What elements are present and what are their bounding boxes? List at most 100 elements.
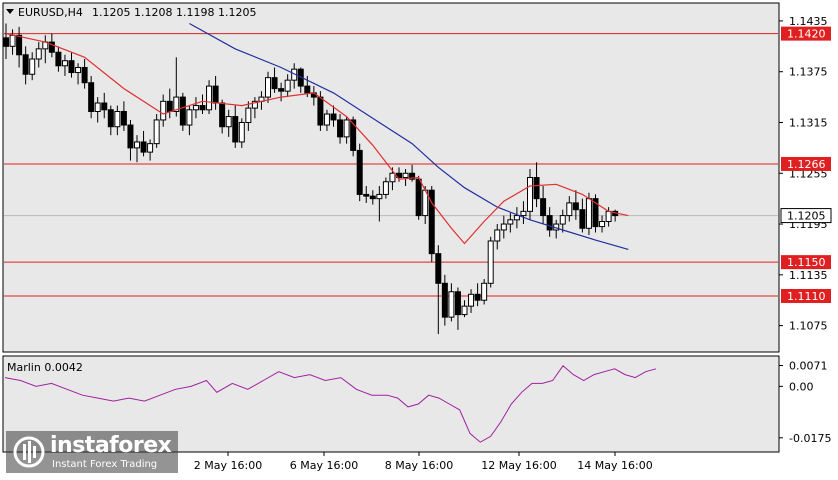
candle-body (481, 282, 488, 301)
current-price-label: 1.1205 (787, 210, 826, 223)
candle (566, 196, 573, 222)
level-price-label: 1.1110 (787, 290, 826, 303)
candle (592, 194, 599, 233)
candle-body (199, 105, 206, 111)
candle-body (376, 193, 383, 200)
candle (579, 198, 586, 233)
candle-body (48, 41, 55, 53)
candle (513, 207, 520, 229)
candle-body (120, 110, 127, 126)
brand-tagline: Instant Forex Trading (52, 459, 158, 470)
candle-body (232, 116, 239, 143)
candle (435, 245, 442, 335)
time-tick-label: 14 May 16:00 (577, 459, 652, 472)
candle-body (173, 96, 180, 112)
candle (68, 52, 75, 78)
candle (507, 213, 514, 233)
time-tick-label: 2 May 16:00 (194, 459, 262, 472)
candle (461, 300, 468, 318)
candle (382, 177, 389, 199)
candle-body (225, 116, 232, 128)
candle (179, 92, 186, 131)
price-tick-label: 1.1135 (789, 269, 828, 282)
dropdown-arrow-icon[interactable] (6, 9, 14, 14)
candle (81, 59, 88, 89)
candle-body (35, 48, 42, 60)
candle-body (134, 141, 140, 149)
chart-ohlc-readout: 1.1205 1.1208 1.1198 1.1205 (92, 6, 256, 19)
candle-body (487, 240, 494, 284)
candle (232, 105, 239, 148)
candle (225, 109, 232, 137)
candle (140, 130, 147, 157)
candle-body (265, 77, 271, 98)
candle-body (68, 60, 75, 74)
candle (265, 71, 271, 104)
time-tick-label: 12 May 16:00 (481, 459, 556, 472)
candle (107, 105, 114, 136)
candle (61, 54, 68, 76)
candle-body (9, 34, 16, 47)
candle-body (402, 172, 409, 179)
candle-body (540, 198, 547, 217)
candle-body (579, 209, 586, 229)
candle-body (572, 202, 579, 211)
price-tick-label: 1.1435 (789, 15, 828, 28)
fast-ma-line (5, 33, 629, 245)
candle-body (140, 141, 147, 153)
level-price-label: 1.1420 (787, 28, 826, 41)
candle (468, 289, 475, 313)
candle-body (435, 253, 442, 284)
candle (160, 94, 167, 127)
candle-body (474, 293, 481, 301)
candle (186, 105, 193, 136)
candle-body (546, 215, 553, 231)
candle (199, 94, 206, 115)
candle-body (363, 193, 370, 197)
candle (337, 114, 344, 144)
candle (238, 118, 245, 148)
candle (599, 215, 606, 233)
candle-body (192, 105, 199, 111)
candle-body (238, 121, 245, 143)
candle-body (304, 85, 311, 94)
candle-body (559, 215, 566, 225)
price-tick-label: 1.1075 (789, 320, 828, 333)
candle (29, 52, 36, 81)
candle (48, 33, 55, 58)
candle (369, 190, 376, 205)
candle (16, 26, 23, 68)
indicator-tick-label: 0.0071 (789, 360, 828, 373)
indicator-tick-label: 0.00 (789, 380, 814, 393)
candle (192, 97, 199, 119)
candle (540, 185, 547, 225)
candle-body (160, 100, 167, 121)
candle (454, 287, 461, 330)
candle (376, 185, 383, 222)
candle-body (592, 198, 599, 228)
candle-body (428, 189, 435, 255)
instaforex-logo-icon (13, 436, 45, 468)
candle-body (94, 102, 101, 112)
candle (428, 185, 435, 263)
candle-body (454, 291, 461, 316)
candle-body (3, 37, 9, 47)
candle (533, 162, 540, 208)
candle-body (507, 219, 514, 225)
candle (448, 283, 455, 322)
candle-body (527, 177, 533, 212)
brand-name: instaforex (50, 433, 172, 458)
level-price-label: 1.1150 (787, 256, 826, 269)
candle (559, 209, 566, 233)
candle (500, 215, 507, 239)
candle (173, 57, 180, 117)
candle (323, 109, 330, 131)
candle-body (284, 79, 291, 92)
candle (3, 23, 9, 60)
candle (284, 74, 291, 98)
candle (114, 105, 121, 136)
chart-symbol-timeframe: EURUSD,H4 (18, 6, 83, 19)
candle-body (317, 96, 324, 126)
